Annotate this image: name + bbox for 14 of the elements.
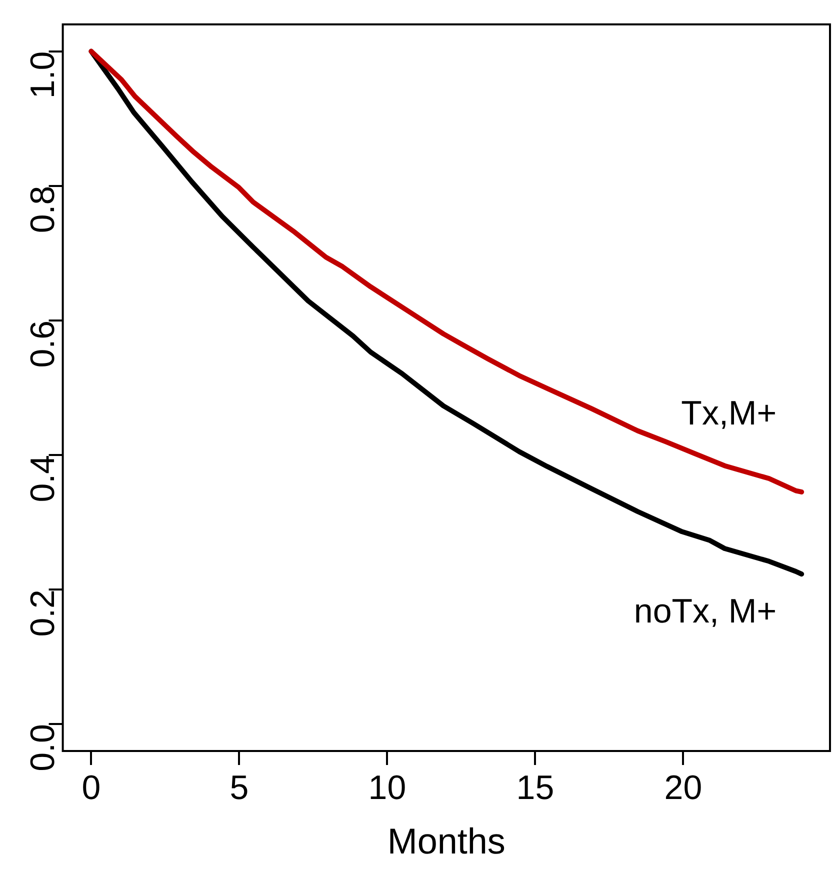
x-tick-label: 0: [82, 768, 101, 807]
series-label: noTx, M+: [634, 592, 777, 630]
y-tick-label: 0.8: [24, 186, 62, 234]
y-tick-label: 0.6: [24, 320, 62, 368]
x-tick-label: 15: [516, 768, 554, 807]
y-tick-label: 0.4: [24, 454, 62, 502]
x-tick-label: 20: [664, 768, 702, 807]
x-tick-label: 10: [368, 768, 406, 807]
y-tick-label: 1.0: [24, 51, 62, 99]
x-tick-label: 5: [230, 768, 249, 807]
series-label: Tx,M+: [681, 394, 777, 432]
y-tick-label: 0.2: [24, 590, 62, 637]
y-tick-label: 0.0: [24, 724, 62, 772]
x-axis-title: Months: [387, 820, 506, 862]
